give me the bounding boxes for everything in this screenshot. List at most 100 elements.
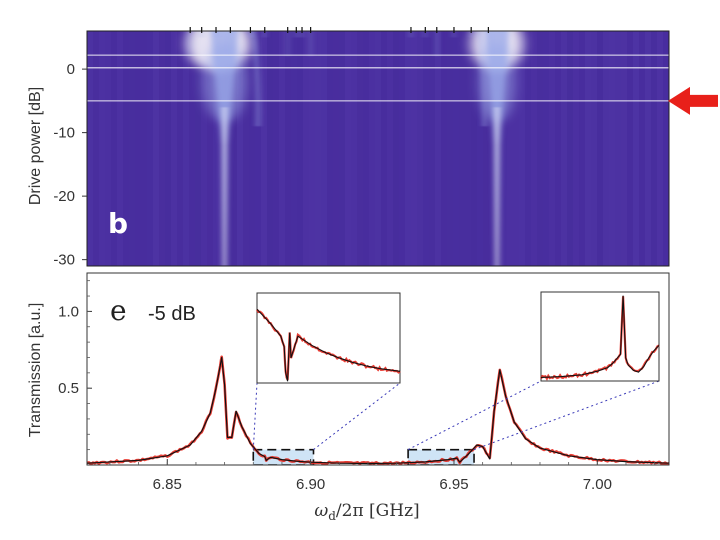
- heatmap-band: [453, 31, 459, 266]
- y-axis-title-e: Transmission [a.u.]: [27, 303, 44, 438]
- x-tick-label: 6.85: [153, 476, 182, 493]
- heatmap-band: [651, 31, 657, 266]
- heatmap-band: [531, 31, 537, 266]
- heatmap-band: [525, 31, 531, 266]
- heatmap-frame: [86, 30, 670, 267]
- inset-theory: [256, 308, 401, 382]
- heatmap-band: [657, 31, 663, 266]
- heatmap-band: [639, 31, 645, 266]
- heatmap-band: [129, 31, 135, 266]
- transmission-panel: 1.0 0.5 6.85 6.90 6.95 7.00 e -5 dB Transmis…: [27, 272, 670, 523]
- heatmap-band: [279, 31, 285, 266]
- x-axis-title-rest: /2π [GHz]: [336, 501, 420, 521]
- heatmap-band: [615, 31, 621, 266]
- zoom-connectors: [252, 380, 660, 451]
- top-ticks: [189, 27, 489, 33]
- heatmap-band: [633, 31, 639, 266]
- heatmap-band: [249, 31, 255, 266]
- heatmap-band: [285, 31, 291, 266]
- guide-lines: [87, 54, 669, 102]
- heatmap-band: [357, 31, 363, 266]
- heatmap-band: [603, 31, 609, 266]
- heatmap-band: [147, 31, 153, 266]
- heatmap-band: [189, 31, 195, 266]
- heatmap-band: [297, 31, 303, 266]
- heatmap-band: [273, 31, 279, 266]
- insets: [256, 291, 660, 384]
- heatmap-band: [153, 31, 159, 266]
- x-axis-title-sub: d: [328, 509, 336, 523]
- y-axis-e: 1.0 0.5: [58, 280, 92, 451]
- heatmap-band: [405, 31, 411, 266]
- resonance-branch: [251, 31, 260, 127]
- heatmap-band: [261, 31, 267, 266]
- heatmap-band: [339, 31, 345, 266]
- y-axis-b: 0 -10 -20 -30: [53, 61, 87, 269]
- heatmap-band: [183, 31, 189, 266]
- heatmap-band: [201, 31, 207, 266]
- heatmap-band: [315, 31, 321, 266]
- heatmap-band: [513, 31, 519, 266]
- heatmap-background: [87, 31, 669, 266]
- x-axis-title: ωd/2π [GHz]: [314, 501, 419, 523]
- heatmap-band: [171, 31, 177, 266]
- panel-label-b: b: [108, 207, 128, 240]
- heatmap-band: [237, 31, 243, 266]
- heatmap-band: [567, 31, 573, 266]
- heatmap-band: [573, 31, 579, 266]
- heatmap-band: [483, 31, 489, 266]
- y-tick-label-e: 0.5: [58, 380, 79, 397]
- heatmap-band: [411, 31, 417, 266]
- heatmap-band: [345, 31, 351, 266]
- heatmap-band: [165, 31, 171, 266]
- heatmap-band: [105, 31, 111, 266]
- heatmap-band: [471, 31, 477, 266]
- red-arrow-icon: [668, 86, 718, 115]
- heatmap-band: [87, 31, 93, 266]
- panel-label-e: e: [110, 294, 127, 327]
- heatmap-band: [267, 31, 273, 266]
- x-axis-e: 6.85 6.90 6.95 7.00: [109, 459, 656, 493]
- heatmap-band: [195, 31, 201, 266]
- heatmap-panel: 0 -10 -20 -30 b Drive power [dB]: [27, 27, 718, 269]
- heatmap-band: [327, 31, 333, 266]
- heatmap-band: [351, 31, 357, 266]
- heatmap-band: [387, 31, 393, 266]
- heatmap-band: [423, 31, 429, 266]
- heatmap-band: [459, 31, 465, 266]
- y-axis-title-b: Drive power [dB]: [27, 87, 44, 205]
- heatmap-band: [555, 31, 561, 266]
- y-tick-label-b: -10: [53, 125, 75, 142]
- x-axis-title-symbol: ω: [314, 501, 328, 521]
- heatmap-band: [441, 31, 447, 266]
- heatmap-band: [465, 31, 471, 266]
- heatmap-band: [519, 31, 525, 266]
- resonance-branch: [478, 31, 487, 127]
- heatmap-band: [447, 31, 453, 266]
- heatmap-band: [477, 31, 483, 266]
- heatmap-band: [309, 31, 315, 266]
- heatmap-band: [507, 31, 513, 266]
- heatmap-band: [591, 31, 597, 266]
- power-label: -5 dB: [148, 303, 196, 325]
- heatmap-band: [207, 31, 213, 266]
- heatmap-band: [243, 31, 249, 266]
- heatmap-band: [321, 31, 327, 266]
- heatmap-band: [597, 31, 603, 266]
- heatmap-band: [549, 31, 555, 266]
- heatmap-band: [621, 31, 627, 266]
- zoom-connector: [252, 382, 258, 450]
- heatmap-band: [381, 31, 387, 266]
- heatmap-band: [363, 31, 369, 266]
- heatmap-band: [231, 31, 237, 266]
- heatmap-band: [159, 31, 165, 266]
- zoom-connector: [313, 382, 401, 451]
- heatmap-band: [645, 31, 651, 266]
- heatmap-band: [99, 31, 105, 266]
- heatmap-band: [489, 31, 495, 266]
- heatmap-band: [561, 31, 567, 266]
- inset-frame: [540, 291, 660, 382]
- heatmap-band: [333, 31, 339, 266]
- heatmap-band: [543, 31, 549, 266]
